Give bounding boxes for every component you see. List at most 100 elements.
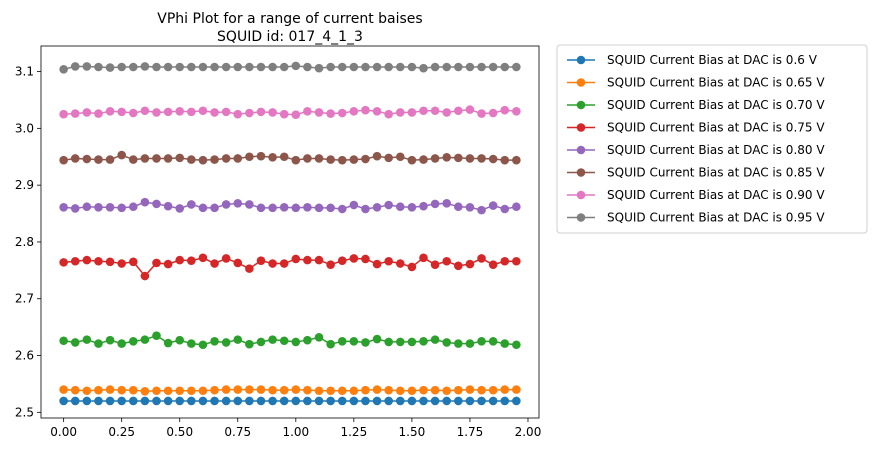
data-point xyxy=(291,385,301,394)
data-point xyxy=(140,387,150,396)
data-point xyxy=(314,154,324,163)
data-point xyxy=(233,62,243,72)
data-point xyxy=(210,203,219,213)
data-point xyxy=(477,154,486,163)
data-point xyxy=(500,155,510,165)
data-point xyxy=(82,202,92,212)
data-point xyxy=(337,337,347,346)
data-point xyxy=(94,396,103,406)
data-point xyxy=(94,109,103,118)
data-point xyxy=(454,106,463,116)
data-point xyxy=(384,385,393,395)
data-point xyxy=(407,337,417,347)
data-point xyxy=(384,256,393,266)
data-point xyxy=(70,256,80,266)
data-point xyxy=(175,107,185,116)
data-point xyxy=(94,339,103,348)
data-point xyxy=(198,62,208,72)
data-point xyxy=(314,333,324,342)
data-point xyxy=(465,396,475,406)
data-point xyxy=(430,335,440,344)
data-point xyxy=(221,200,231,209)
data-point xyxy=(454,396,463,406)
data-point xyxy=(512,62,521,72)
y-tick-label: 2.8 xyxy=(15,235,34,249)
x-tick-label: 0.25 xyxy=(108,425,135,439)
data-point xyxy=(70,396,80,406)
data-point xyxy=(303,107,312,116)
series-line xyxy=(63,108,517,116)
data-point xyxy=(140,335,150,344)
data-point xyxy=(512,256,521,266)
series-2 xyxy=(59,385,521,396)
data-point xyxy=(210,155,219,164)
data-point xyxy=(82,62,92,71)
data-point xyxy=(94,62,103,72)
data-point xyxy=(303,62,312,72)
data-point xyxy=(175,204,185,213)
data-point xyxy=(210,259,219,268)
data-point xyxy=(152,154,161,163)
data-point xyxy=(349,107,359,116)
data-point xyxy=(291,155,301,165)
data-point xyxy=(210,385,219,395)
data-point xyxy=(152,331,161,340)
data-point xyxy=(361,396,370,406)
data-point xyxy=(117,385,126,395)
data-point xyxy=(384,109,393,119)
data-point xyxy=(245,385,254,394)
data-point xyxy=(128,108,138,118)
data-point xyxy=(233,396,243,406)
y-tick-label: 3.1 xyxy=(15,65,34,79)
data-point xyxy=(500,105,510,115)
data-point xyxy=(221,338,231,347)
chart-subtitle: SQUID id: 017_4_1_3 xyxy=(217,29,363,45)
data-point xyxy=(59,385,68,394)
data-point xyxy=(140,396,150,406)
data-point xyxy=(268,335,277,344)
data-point xyxy=(512,107,521,116)
data-point xyxy=(488,201,498,210)
data-point xyxy=(128,257,138,267)
data-point xyxy=(395,386,405,396)
data-point xyxy=(465,105,475,114)
data-point xyxy=(140,197,150,207)
data-point xyxy=(105,385,115,394)
data-point xyxy=(210,62,219,72)
data-point xyxy=(361,385,370,395)
data-point xyxy=(175,62,185,72)
data-point xyxy=(477,62,486,72)
data-point xyxy=(488,108,498,118)
data-point xyxy=(454,202,463,212)
y-tick-label: 2.5 xyxy=(15,405,34,419)
data-point xyxy=(500,396,510,406)
data-point xyxy=(245,396,254,406)
data-point xyxy=(512,396,521,406)
legend-marker xyxy=(576,213,586,222)
data-point xyxy=(314,255,324,265)
y-tick-label: 2.9 xyxy=(15,178,34,192)
data-point xyxy=(233,109,243,119)
data-point xyxy=(384,200,393,210)
data-point xyxy=(291,396,301,406)
data-point xyxy=(140,154,150,163)
data-point xyxy=(419,106,428,116)
data-point xyxy=(500,385,510,394)
data-point xyxy=(512,155,521,165)
data-point xyxy=(163,338,173,348)
data-point xyxy=(128,396,138,406)
data-point xyxy=(430,260,440,269)
data-point xyxy=(82,255,92,265)
data-point xyxy=(163,62,173,72)
axes: 0.00 0.25 0.50 0.75 1.00 1.25 1.50 1.75 2.00 2.5 2… xyxy=(15,45,541,439)
data-point xyxy=(488,385,498,395)
data-point xyxy=(477,396,486,406)
data-point xyxy=(488,62,498,72)
data-point xyxy=(140,271,150,281)
data-point xyxy=(337,256,347,265)
data-point xyxy=(337,155,347,165)
x-tick-label: 1.75 xyxy=(457,425,484,439)
data-point xyxy=(152,396,161,406)
data-point xyxy=(105,107,115,116)
